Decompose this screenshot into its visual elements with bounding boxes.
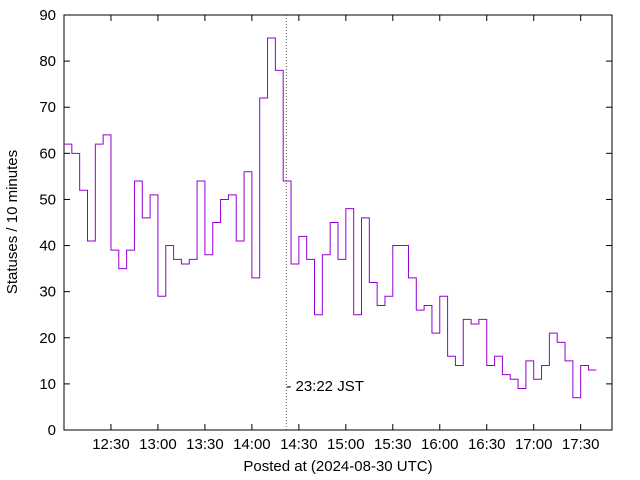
- y-tick-label: 10: [39, 376, 56, 393]
- y-tick-label: 50: [39, 191, 56, 208]
- y-tick-label: 90: [39, 7, 56, 24]
- y-tick-label: 70: [39, 99, 56, 116]
- x-tick-label: 13:30: [186, 436, 224, 453]
- annotation-label: - 23:22 JST: [286, 378, 364, 395]
- x-tick-label: 16:00: [421, 436, 459, 453]
- y-tick-label: 20: [39, 330, 56, 347]
- x-tick-label: 13:00: [139, 436, 177, 453]
- y-axis-label: Statuses / 10 minutes: [4, 150, 21, 294]
- x-tick-label: 14:00: [233, 436, 271, 453]
- y-tick-label: 0: [48, 422, 56, 439]
- x-axis-label: Posted at (2024-08-30 UTC): [243, 458, 432, 475]
- x-tick-label: 16:30: [468, 436, 506, 453]
- y-tick-label: 60: [39, 145, 56, 162]
- x-tick-label: 17:00: [515, 436, 553, 453]
- y-axis: 0 10 20 30 40 50 60 70 80 90: [39, 7, 612, 439]
- x-axis: 12:30 13:00 13:30 14:00 14:30 15:00 15:30 16:00…: [92, 15, 599, 453]
- series-line: [64, 37, 597, 399]
- plot-border: [63, 14, 613, 431]
- x-tick-label: 12:30: [92, 436, 130, 453]
- y-tick-label: 80: [39, 53, 56, 70]
- y-tick-label: 30: [39, 284, 56, 301]
- x-tick-label: 15:30: [374, 436, 412, 453]
- x-tick-label: 15:00: [327, 436, 365, 453]
- series-layer: [64, 37, 597, 399]
- x-tick-label: 14:30: [280, 436, 318, 453]
- annotation-layer: - 23:22 JST: [285, 15, 364, 430]
- y-tick-label: 40: [39, 238, 56, 255]
- plot-frame: [63, 14, 613, 431]
- x-tick-label: 17:30: [562, 436, 600, 453]
